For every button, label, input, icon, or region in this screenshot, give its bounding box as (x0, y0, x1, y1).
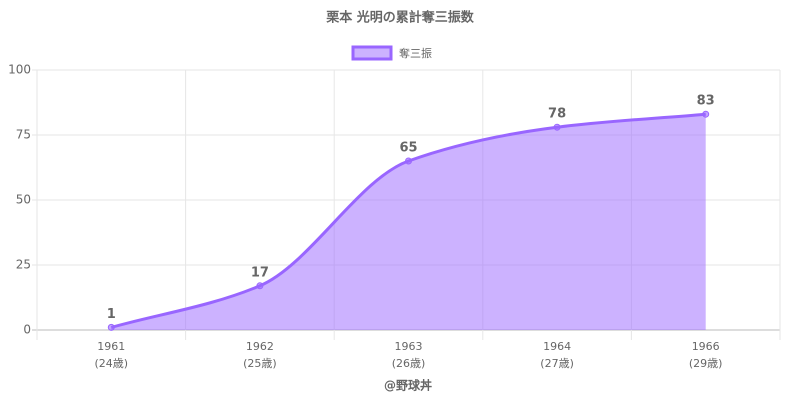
legend-swatch (351, 45, 393, 61)
y-tick-label: 100 (8, 63, 31, 77)
x-tick-label: 1964 (543, 340, 571, 353)
x-tick-label: 1962 (246, 340, 274, 353)
x-tick-sublabel: (26歳) (392, 357, 426, 370)
y-tick-label: 25 (16, 258, 31, 272)
x-tick-sublabel: (27歳) (540, 357, 574, 370)
x-tick-label: 1961 (97, 340, 125, 353)
data-label: 65 (399, 141, 417, 156)
x-tick-label: 1966 (692, 340, 720, 353)
data-label: 78 (548, 107, 566, 122)
data-label: 83 (697, 94, 715, 109)
x-tick-label: 1963 (395, 340, 423, 353)
y-tick-label: 0 (23, 323, 31, 337)
chart-title: 栗本 光明の累計奪三振数 (326, 10, 475, 26)
data-point (107, 323, 115, 331)
x-tick-sublabel: (25歳) (243, 357, 277, 370)
legend-label: 奪三振 (399, 46, 432, 60)
y-tick-label: 50 (16, 193, 31, 207)
data-point (256, 282, 264, 290)
data-point (702, 110, 710, 118)
x-axis-title: @野球丼 (384, 378, 432, 393)
y-tick-label: 75 (16, 128, 31, 142)
data-point (405, 157, 412, 165)
data-label: 1 (107, 307, 116, 322)
x-tick-sublabel: (29歳) (689, 357, 723, 370)
area-fill (111, 114, 706, 330)
x-tick-sublabel: (24歳) (95, 357, 129, 370)
data-point (553, 123, 561, 131)
data-label: 17 (251, 265, 269, 280)
